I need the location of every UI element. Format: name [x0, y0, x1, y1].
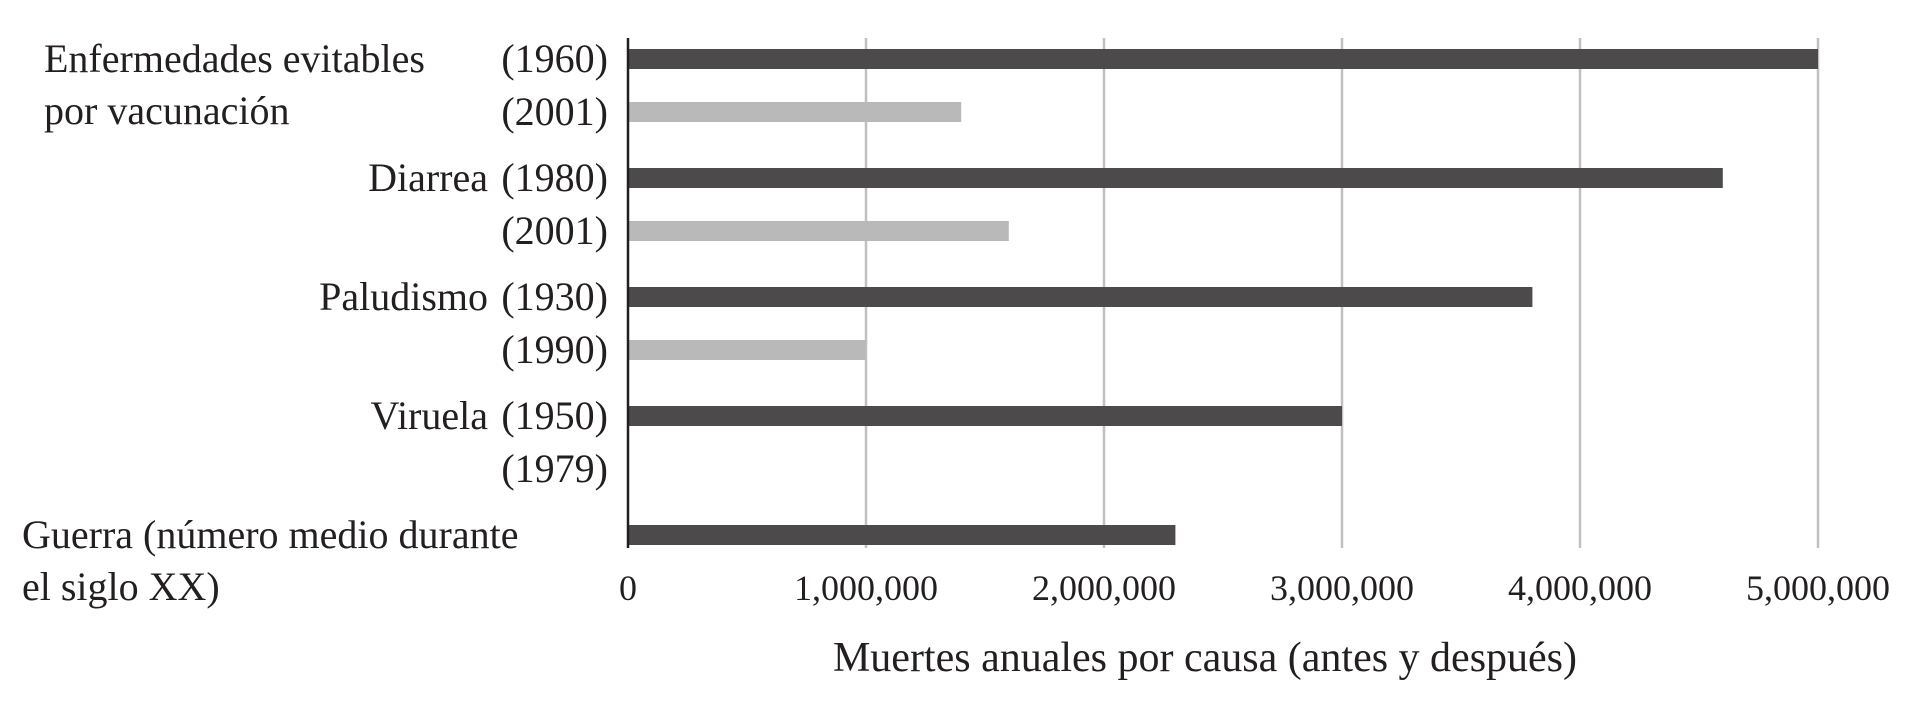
- category-label: el siglo XX): [22, 564, 220, 609]
- x-tick-label: 1,000,000: [794, 568, 938, 608]
- category-label: Guerra (número medio durante: [22, 512, 518, 557]
- x-axis-title: Muertes anuales por causa (antes y despu…: [833, 635, 1577, 681]
- category-label: Paludismo: [319, 274, 488, 319]
- category-label: Enfermedades evitables: [44, 36, 425, 81]
- bar-before: [628, 406, 1342, 426]
- x-tick-labels: 0 1,000,000 2,000,000 3,000,000 4,000,000 5,0…: [619, 568, 1890, 608]
- bar-year-label: (1930): [501, 274, 608, 319]
- bar-year-label: (1980): [501, 155, 608, 200]
- bar-before: [628, 49, 1818, 69]
- x-tick-label: 0: [619, 568, 637, 608]
- bars: [628, 49, 1818, 545]
- bar-after: [628, 102, 962, 122]
- bar-before: [628, 168, 1723, 188]
- category-labels: (1960) (2001) Enfermedades evitables por va…: [22, 36, 608, 609]
- x-tick-label: 5,000,000: [1746, 568, 1890, 608]
- category-label: Diarrea: [368, 155, 488, 200]
- bar-year-label: (1950): [501, 393, 608, 438]
- x-tick-label: 4,000,000: [1508, 568, 1652, 608]
- category-label: por vacunación: [44, 88, 289, 133]
- bar-before: [628, 525, 1176, 545]
- x-tick-label: 3,000,000: [1270, 568, 1414, 608]
- category-label: Viruela: [370, 393, 488, 438]
- bar-year-label: (1990): [501, 327, 608, 372]
- bar-after: [628, 221, 1009, 241]
- x-tick-label: 2,000,000: [1032, 568, 1176, 608]
- bar-year-label: (2001): [501, 89, 608, 134]
- bar-before: [628, 287, 1533, 307]
- bar-year-label: (1979): [501, 446, 608, 491]
- bar-year-label: (2001): [501, 208, 608, 253]
- bar-year-label: (1960): [501, 36, 608, 81]
- bar-after: [628, 340, 866, 360]
